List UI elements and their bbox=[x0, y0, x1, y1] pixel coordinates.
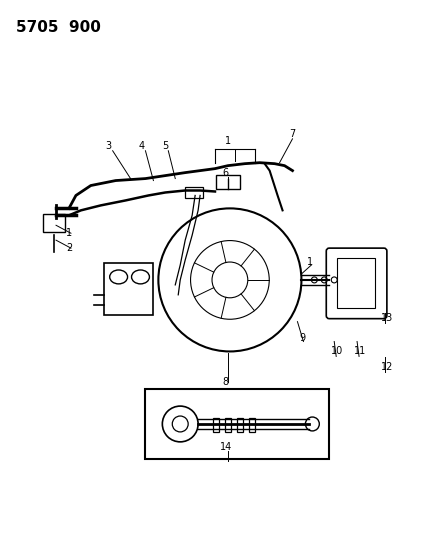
Bar bbox=[216, 175, 240, 189]
Bar bbox=[337, 258, 375, 308]
Text: 1: 1 bbox=[225, 136, 231, 146]
Text: 14: 14 bbox=[220, 442, 232, 452]
Text: 5705  900: 5705 900 bbox=[16, 20, 101, 35]
Text: 10: 10 bbox=[331, 346, 344, 357]
Text: 13: 13 bbox=[381, 313, 393, 322]
Bar bbox=[213, 418, 219, 432]
Bar bbox=[225, 418, 231, 432]
Text: 9: 9 bbox=[299, 333, 305, 343]
Text: 8: 8 bbox=[222, 377, 228, 387]
Bar bbox=[145, 389, 329, 459]
Text: 4: 4 bbox=[139, 141, 145, 151]
Bar bbox=[249, 418, 255, 432]
Bar bbox=[104, 263, 154, 314]
Bar bbox=[237, 418, 243, 432]
Text: 1: 1 bbox=[66, 228, 72, 238]
Text: 11: 11 bbox=[354, 346, 366, 357]
Bar bbox=[185, 187, 203, 198]
Text: 5: 5 bbox=[162, 141, 169, 151]
Text: 12: 12 bbox=[381, 362, 393, 373]
Text: 1: 1 bbox=[308, 257, 314, 267]
Text: 2: 2 bbox=[66, 243, 72, 253]
Text: 3: 3 bbox=[106, 141, 112, 151]
Text: 7: 7 bbox=[290, 129, 296, 139]
Text: 6: 6 bbox=[222, 167, 228, 177]
Bar bbox=[43, 214, 65, 232]
